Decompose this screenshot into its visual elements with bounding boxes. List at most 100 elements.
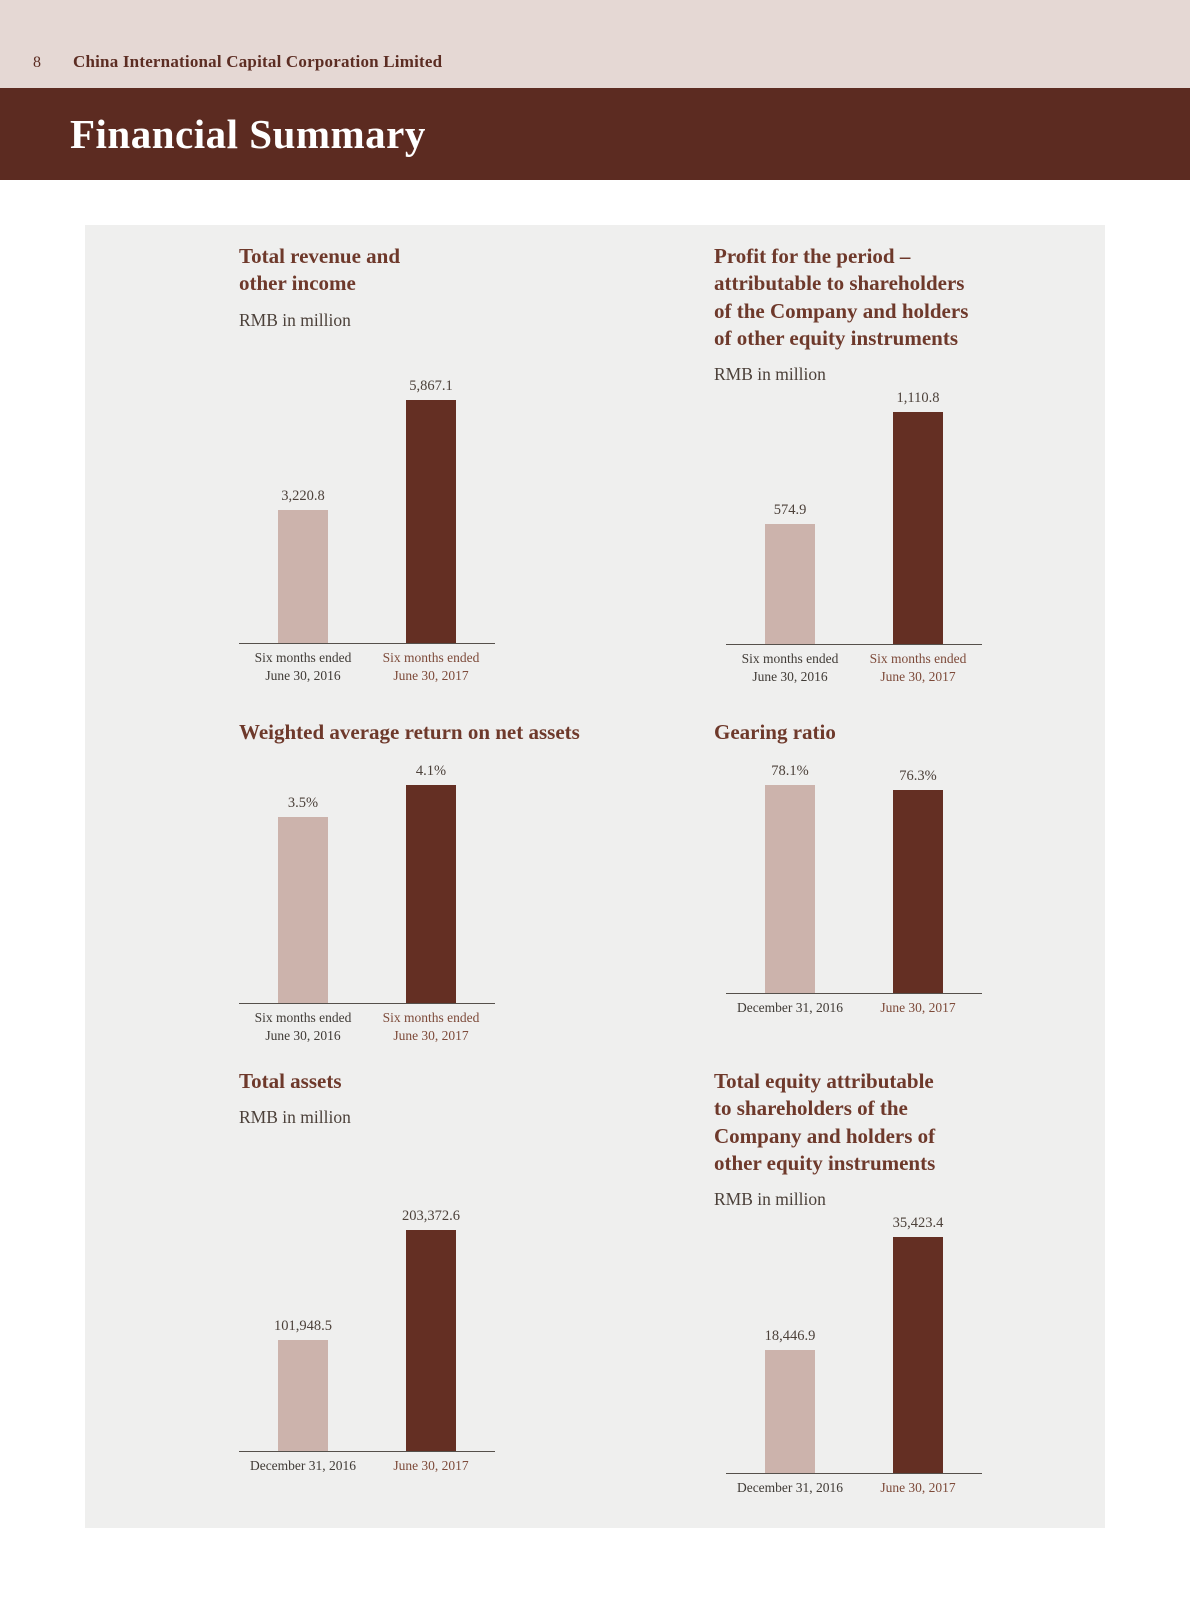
- bar-2017: [893, 1237, 943, 1474]
- bar-group-2017: 76.3%: [893, 768, 943, 994]
- bar-group-2016: 18,446.9: [764, 1328, 816, 1474]
- bar-plot: 18,446.9 35,423.4: [726, 1210, 982, 1519]
- bar-slot: 78.1%: [726, 763, 854, 994]
- chart-title: Total revenue and other income: [239, 244, 401, 296]
- x-axis-labels: Six months ended June 30, 2016 Six month…: [239, 1009, 495, 1049]
- bar-group-2016: 78.1%: [765, 763, 815, 994]
- bar-value-label: 203,372.6: [402, 1208, 460, 1224]
- x-axis-line: [239, 643, 495, 644]
- bar-2017: [406, 400, 456, 643]
- bar-2016: [765, 524, 815, 645]
- bar-2016: [278, 1340, 328, 1451]
- bar-2017: [406, 785, 456, 1004]
- chart-weighted-average-return: Weighted average return on net assets 3.…: [239, 719, 714, 1043]
- chart-total-assets: Total assets RMB in million 101,948.5: [239, 1068, 714, 1497]
- bar-slot: 101,948.5: [239, 1318, 367, 1451]
- x-axis-label-2017: June 30, 2017: [880, 1480, 956, 1496]
- charts-row-1: Total revenue and other income RMB in mi…: [239, 243, 1105, 689]
- bar-2016: [765, 1350, 815, 1474]
- bar-group-2016: 3,220.8: [278, 488, 328, 643]
- bar-slot: 76.3%: [854, 768, 982, 994]
- chart-gearing-ratio: Gearing ratio 78.1%: [714, 719, 1105, 1029]
- bar-slot: 35,423.4: [854, 1215, 982, 1474]
- chart-total-revenue: Total revenue and other income RMB in mi…: [239, 243, 714, 689]
- page-number: 8: [33, 54, 41, 71]
- x-axis-label-2017: Six months ended June 30, 2017: [382, 1010, 480, 1043]
- bar-value-label: 574.9: [773, 502, 807, 519]
- bar-2016: [278, 817, 328, 1004]
- bar-slot: 1,110.8: [854, 390, 982, 645]
- bar-2017: [406, 1230, 456, 1451]
- bar-value-label: 101,948.5: [274, 1318, 332, 1334]
- chart-cell: Gearing ratio 78.1%: [714, 719, 1105, 1029]
- x-axis-label-2016: Six months ended June 30, 2016: [254, 650, 352, 683]
- charts-row-3: Total assets RMB in million 101,948.5: [239, 1068, 1105, 1497]
- chart-subtitle: RMB in million: [714, 1189, 826, 1210]
- bar-value-label: 3,220.8: [281, 488, 325, 504]
- bar-slot: 5,867.1: [367, 378, 495, 643]
- x-axis-label-2016: December 31, 2016: [249, 1458, 357, 1473]
- bar-value-label: 4.1%: [415, 763, 447, 780]
- bar-group-2016: 3.5%: [278, 795, 328, 1004]
- bar-area: 3.5% 4.1%: [239, 758, 495, 1004]
- bar-plot: 101,948.5 203,372.6: [239, 1203, 495, 1497]
- section-title: Financial Summary: [70, 111, 426, 157]
- bar-plot: 574.9 1,110.8: [726, 385, 982, 690]
- x-axis-label-2017: Six months ended June 30, 2017: [382, 650, 480, 683]
- bar-value-label: 18,446.9: [764, 1328, 816, 1345]
- x-axis-line: [726, 993, 982, 995]
- chart-cell: Profit for the period – attributable to …: [714, 243, 1105, 689]
- x-axis-line: [239, 1003, 495, 1005]
- x-axis-label-2016: December 31, 2016: [736, 1480, 844, 1496]
- bar-value-label: 35,423.4: [892, 1215, 944, 1232]
- bar-value-label: 1,110.8: [896, 390, 940, 407]
- bar-slot: 3,220.8: [239, 488, 367, 643]
- x-axis-labels: December 31, 2016 June 30, 2017: [726, 999, 982, 1039]
- x-axis-line: [726, 644, 982, 646]
- x-axis-labels: Six months ended June 30, 2016 Six month…: [726, 650, 982, 690]
- chart-title: Weighted average return on net assets: [239, 720, 580, 744]
- bar-area: 18,446.9 35,423.4: [726, 1210, 982, 1474]
- bar-area: 101,948.5 203,372.6: [239, 1203, 495, 1451]
- charts-panel: Total revenue and other income RMB in mi…: [85, 225, 1105, 1528]
- bar-plot: 3.5% 4.1%: [239, 758, 495, 1049]
- bar-plot: 78.1% 76.3%: [726, 758, 982, 1039]
- bar-2017: [893, 790, 943, 994]
- bar-area: 78.1% 76.3%: [726, 758, 982, 994]
- bar-slot: 574.9: [726, 502, 854, 645]
- bar-value-label: 5,867.1: [409, 378, 453, 394]
- x-axis-label-2016: Six months ended June 30, 2016: [254, 1010, 352, 1043]
- x-axis-label-2017: June 30, 2017: [880, 1000, 956, 1016]
- chart-subtitle: RMB in million: [239, 1107, 351, 1128]
- chart-cell: Weighted average return on net assets 3.…: [239, 719, 714, 1043]
- bar-2016: [765, 785, 815, 994]
- x-axis-line: [726, 1473, 982, 1475]
- chart-subtitle: RMB in million: [714, 364, 826, 385]
- bar-group-2017: 1,110.8: [893, 390, 943, 645]
- chart-cell: Total assets RMB in million 101,948.5: [239, 1068, 714, 1497]
- bar-2017: [893, 412, 943, 645]
- bar-value-label: 78.1%: [771, 763, 809, 780]
- x-axis-label-2016: December 31, 2016: [736, 1000, 844, 1016]
- chart-cell: Total equity attributable to shareholder…: [714, 1068, 1105, 1497]
- bar-group-2016: 574.9: [765, 502, 815, 645]
- bar-area: 3,220.8 5,867.1: [239, 373, 495, 643]
- bar-area: 574.9 1,110.8: [726, 385, 982, 645]
- x-axis-label-2017: June 30, 2017: [393, 1458, 469, 1473]
- x-axis-label-2017: Six months ended June 30, 2017: [869, 651, 967, 684]
- x-axis-labels: December 31, 2016 June 30, 2017: [726, 1479, 982, 1519]
- company-name: China International Capital Corporation …: [73, 52, 443, 71]
- bar-group-2017: 203,372.6: [402, 1208, 460, 1451]
- chart-title: Profit for the period – attributable to …: [714, 244, 969, 350]
- x-axis-line: [239, 1451, 495, 1452]
- page-header: 8 China International Capital Corporatio…: [0, 0, 1190, 88]
- section-banner: Financial Summary: [0, 88, 1190, 180]
- bar-group-2017: 4.1%: [406, 763, 456, 1004]
- chart-profit-for-period: Profit for the period – attributable to …: [714, 243, 1105, 689]
- x-axis-labels: Six months ended June 30, 2016 Six month…: [239, 649, 495, 689]
- bar-group-2017: 5,867.1: [406, 378, 456, 643]
- chart-title: Total assets: [239, 1069, 342, 1093]
- bar-value-label: 3.5%: [287, 795, 319, 812]
- bar-group-2016: 101,948.5: [274, 1318, 332, 1451]
